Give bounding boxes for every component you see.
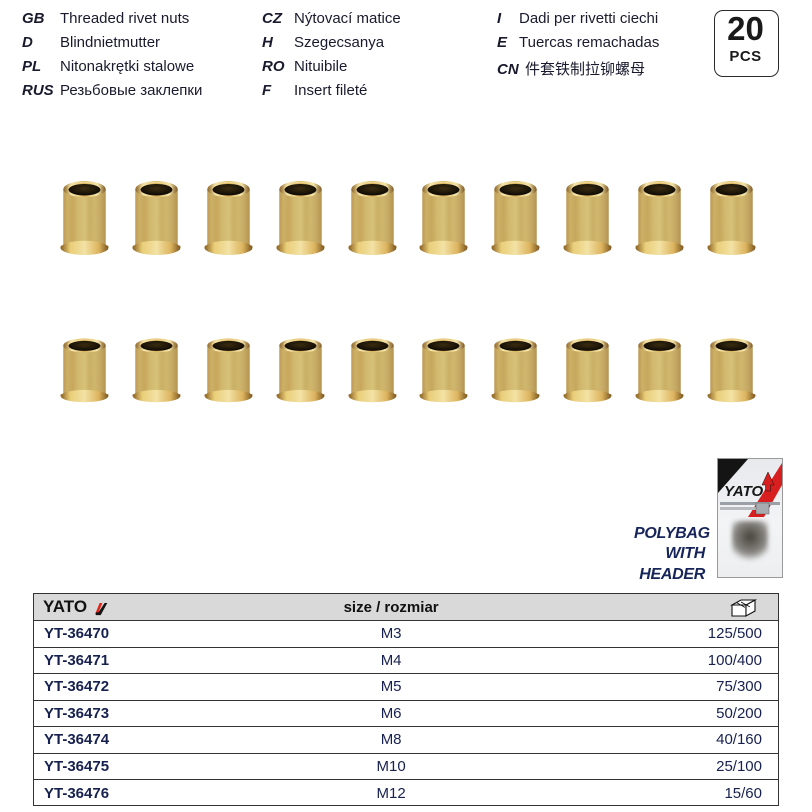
svg-text:YATO: YATO [724, 483, 764, 500]
